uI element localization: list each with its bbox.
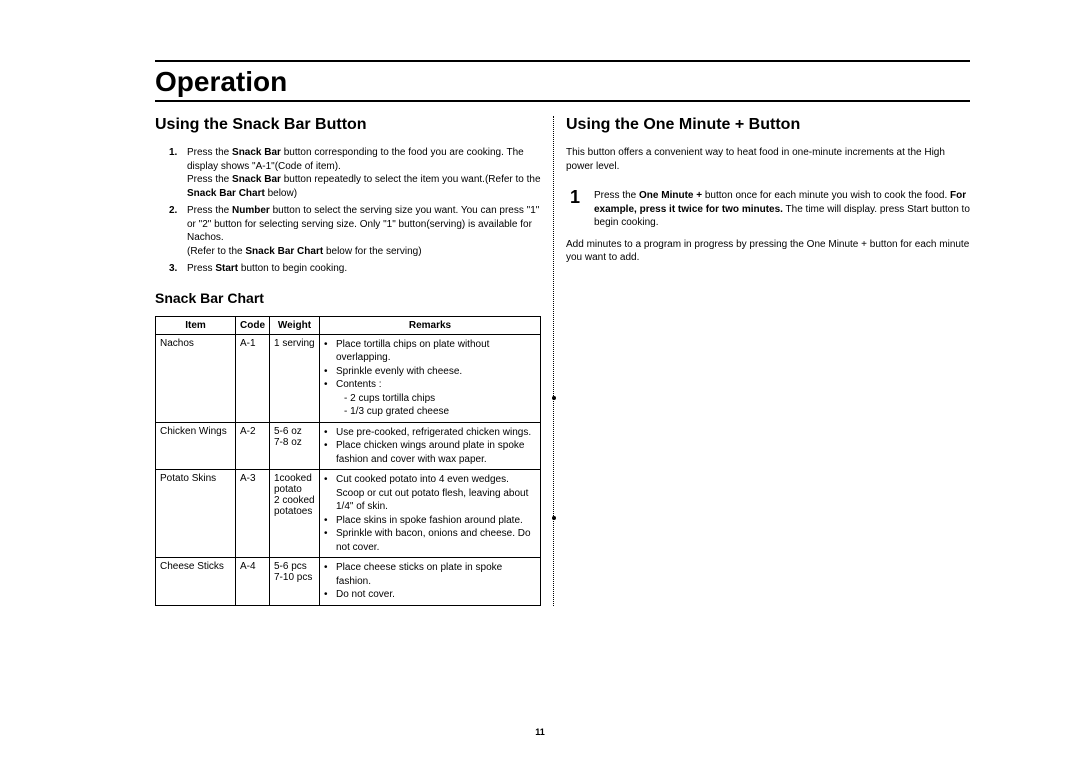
- step-num: 1.: [169, 146, 187, 200]
- cell-item: Cheese Sticks: [156, 558, 236, 606]
- table-row: Cheese SticksA-45-6 pcs 7-10 pcs•Place c…: [156, 558, 541, 606]
- cell-remarks: •Cut cooked potato into 4 even wedges. S…: [320, 470, 541, 558]
- cell-code: A-4: [236, 558, 270, 606]
- page-number: 11: [0, 727, 1080, 737]
- step-text: Press the One Minute + button once for e…: [594, 185, 970, 230]
- cell-weight: 5-6 oz 7-8 oz: [270, 422, 320, 470]
- divider-dot-icon: [552, 396, 556, 400]
- step-number: 1: [570, 185, 594, 230]
- table-row: NachosA-11 serving•Place tortilla chips …: [156, 334, 541, 422]
- th-weight: Weight: [270, 316, 320, 334]
- rule-top: [155, 60, 970, 62]
- table-row: Potato SkinsA-31cooked potato 2 cooked p…: [156, 470, 541, 558]
- cell-item: Nachos: [156, 334, 236, 422]
- left-section-title: Using the Snack Bar Button: [155, 116, 541, 134]
- right-section-title: Using the One Minute + Button: [566, 116, 970, 134]
- cell-code: A-1: [236, 334, 270, 422]
- column-right: Using the One Minute + Button This butto…: [558, 116, 970, 606]
- column-left: Using the Snack Bar Button 1.Press the S…: [155, 116, 549, 606]
- column-divider: [553, 116, 554, 606]
- divider-dot-icon: [552, 516, 556, 520]
- step-item: 1.Press the Snack Bar button correspondi…: [169, 146, 541, 200]
- cell-code: A-3: [236, 470, 270, 558]
- right-footer: Add minutes to a program in progress by …: [566, 238, 970, 265]
- columns: Using the Snack Bar Button 1.Press the S…: [155, 116, 970, 606]
- page-title: Operation: [155, 66, 970, 98]
- cell-remarks: •Place cheese sticks on plate in spoke f…: [320, 558, 541, 606]
- th-item: Item: [156, 316, 236, 334]
- manual-page: Operation Using the Snack Bar Button 1.P…: [0, 0, 1080, 636]
- snack-bar-chart-table: Item Code Weight Remarks NachosA-11 serv…: [155, 316, 541, 606]
- table-row: Chicken WingsA-25-6 oz 7-8 oz•Use pre-co…: [156, 422, 541, 470]
- th-remarks: Remarks: [320, 316, 541, 334]
- cell-weight: 5-6 pcs 7-10 pcs: [270, 558, 320, 606]
- cell-remarks: •Place tortilla chips on plate without o…: [320, 334, 541, 422]
- step-num: 3.: [169, 262, 187, 276]
- step-text: Press the Snack Bar button corresponding…: [187, 146, 541, 200]
- cell-item: Chicken Wings: [156, 422, 236, 470]
- step-text: Press Start button to begin cooking.: [187, 262, 541, 276]
- cell-code: A-2: [236, 422, 270, 470]
- snack-bar-steps: 1.Press the Snack Bar button correspondi…: [169, 146, 541, 276]
- cell-weight: 1cooked potato 2 cooked potatoes: [270, 470, 320, 558]
- cell-item: Potato Skins: [156, 470, 236, 558]
- chart-title: Snack Bar Chart: [155, 290, 541, 306]
- one-minute-step: 1 Press the One Minute + button once for…: [570, 185, 970, 230]
- th-code: Code: [236, 316, 270, 334]
- cell-weight: 1 serving: [270, 334, 320, 422]
- cell-remarks: •Use pre-cooked, refrigerated chicken wi…: [320, 422, 541, 470]
- step-item: 2.Press the Number button to select the …: [169, 204, 541, 258]
- table-header-row: Item Code Weight Remarks: [156, 316, 541, 334]
- rule-under-title: [155, 100, 970, 102]
- step-item: 3.Press Start button to begin cooking.: [169, 262, 541, 276]
- right-intro: This button offers a convenient way to h…: [566, 146, 970, 173]
- step-text: Press the Number button to select the se…: [187, 204, 541, 258]
- step-num: 2.: [169, 204, 187, 258]
